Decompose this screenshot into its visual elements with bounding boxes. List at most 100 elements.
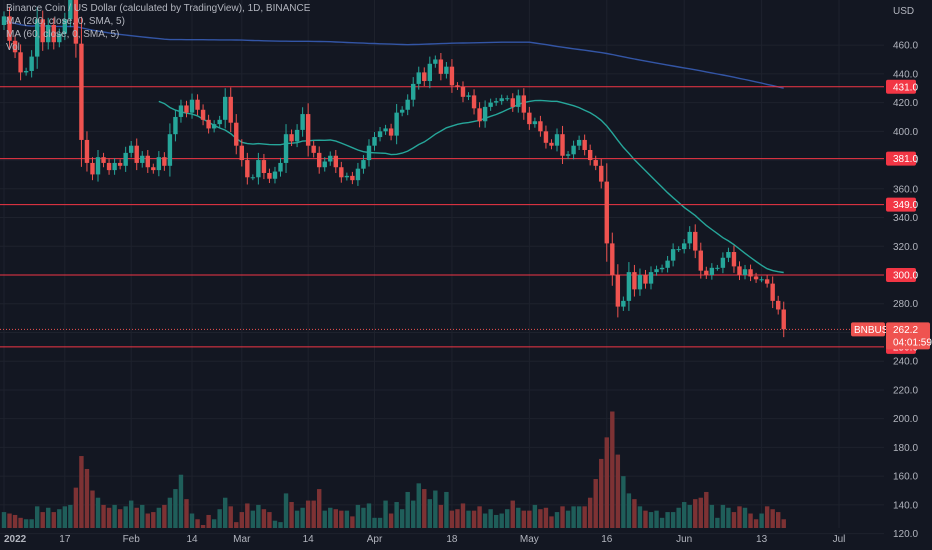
candle-body: [261, 160, 267, 173]
candle: [693, 224, 698, 259]
volume-bar: [289, 502, 294, 528]
volume-bar: [626, 493, 632, 528]
volume-bar: [156, 507, 162, 528]
volume-bar: [333, 509, 338, 528]
volume-bar: [200, 525, 206, 528]
ma200-layer: [3, 19, 784, 89]
candle: [411, 77, 416, 107]
candle-body: [366, 145, 372, 161]
volume-bar: [759, 513, 764, 528]
candle: [18, 44, 23, 81]
candle-body: [538, 121, 543, 132]
symbol-tag: [851, 322, 885, 337]
candle-body: [709, 267, 715, 275]
candle-body: [167, 134, 173, 166]
candle: [715, 264, 720, 271]
time-tick-label: Jun: [676, 534, 692, 545]
candle: [140, 151, 145, 168]
candle-body: [405, 99, 410, 110]
candle: [587, 144, 593, 166]
volume-bar: [698, 497, 703, 528]
volume-bar: [189, 513, 195, 528]
price-tick-label: 360.0: [893, 184, 918, 195]
volume-bars: [1, 411, 786, 528]
volume-bar: [283, 493, 289, 528]
volume-bar: [366, 503, 372, 528]
volume-bar: [693, 499, 698, 528]
time-tick-label: Jul: [833, 534, 846, 545]
candle: [134, 138, 139, 171]
candle: [505, 95, 510, 102]
candle-body: [294, 129, 300, 142]
volume-bar: [659, 517, 665, 528]
candle: [759, 276, 764, 283]
candle-body: [565, 154, 571, 156]
candle-body: [643, 275, 648, 284]
volume-bar: [737, 506, 742, 528]
candle-body: [156, 157, 162, 171]
candle-body: [444, 66, 449, 74]
candle-body: [7, 16, 12, 41]
price-tick-label: 320.0: [893, 242, 918, 253]
candle-body: [95, 157, 101, 175]
volume-bar: [23, 519, 29, 528]
candle-body: [560, 134, 565, 156]
candle: [726, 247, 731, 263]
candle-body: [18, 52, 23, 73]
volume-bar: [516, 507, 521, 528]
candle-body: [482, 106, 488, 122]
candle-body: [339, 167, 344, 178]
candle-body: [554, 134, 560, 146]
volume-bar: [565, 510, 571, 528]
candle: [305, 103, 311, 157]
candles: [1, 0, 786, 338]
candle-body: [377, 131, 383, 138]
candle: [610, 232, 615, 286]
candle-body: [151, 167, 156, 171]
candle: [167, 123, 173, 177]
candle: [554, 128, 560, 152]
candle: [449, 59, 455, 93]
candle-body: [576, 139, 582, 146]
candle: [95, 149, 101, 182]
candle-body: [372, 137, 377, 146]
time-tick-label: 2022: [4, 534, 27, 545]
candle: [770, 276, 775, 309]
candle-body: [162, 157, 167, 166]
candle: [753, 272, 759, 283]
volume-bar: [317, 489, 322, 528]
candle: [267, 168, 272, 184]
volume-bar: [344, 510, 350, 528]
candle-body: [587, 149, 593, 161]
level-tag: [886, 268, 916, 282]
candle-body: [305, 114, 311, 146]
candle: [206, 114, 211, 134]
volume-bar: [217, 509, 222, 528]
candle-body: [737, 266, 742, 275]
volume-bar: [720, 504, 726, 528]
volume-bar: [46, 507, 51, 528]
candle-body: [272, 171, 278, 179]
candle: [344, 172, 350, 181]
candle-body: [23, 70, 29, 73]
candle: [361, 155, 366, 174]
candle: [632, 264, 637, 297]
volume-bar: [322, 510, 327, 528]
candle-body: [615, 275, 621, 307]
candle: [200, 104, 206, 126]
candle: [34, 7, 40, 69]
price-tick-label: 180.0: [893, 443, 918, 454]
volume-bar: [328, 507, 333, 528]
candle: [283, 124, 289, 173]
candle-body: [571, 145, 576, 155]
volume-bar: [162, 504, 167, 528]
candle: [648, 266, 654, 290]
volume-bar: [726, 507, 731, 528]
chart-legend: Binance Coin / US Dollar (calculated by …: [6, 2, 310, 54]
candle: [477, 102, 482, 128]
volume-bar: [62, 506, 68, 528]
volume-bar: [261, 509, 267, 528]
volume-bar: [167, 497, 173, 528]
